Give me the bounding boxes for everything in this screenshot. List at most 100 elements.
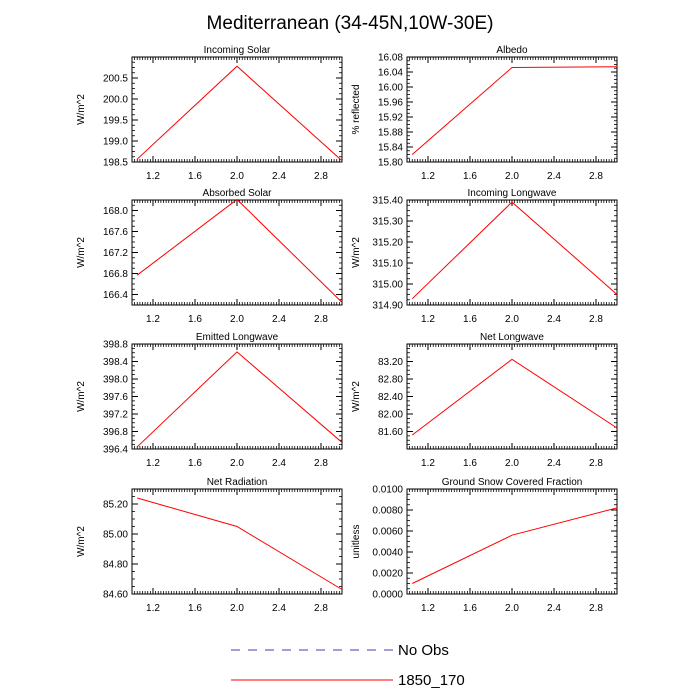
y-tick-label: 82.80 — [378, 375, 403, 386]
series-line-1850-170 — [412, 507, 618, 584]
y-tick-label: 199.5 — [103, 116, 128, 127]
panel-net-radiation: 1.2 1.6 2.0 2.4 2.8 84.60 84.80 85.00 85.20 Net R… — [76, 477, 343, 614]
plot-frame — [131, 56, 343, 163]
x-tick-label: 1.6 — [188, 314, 202, 325]
x-tick-label: 1.2 — [421, 458, 435, 469]
y-axis-label: W/m^2 — [351, 381, 362, 412]
panel-title: Incoming Solar — [204, 45, 271, 56]
panel-title: Net Radiation — [207, 477, 268, 488]
x-tick-label: 2.4 — [272, 171, 286, 182]
x-tick-label: 2.0 — [505, 603, 519, 614]
y-tick-label: 82.00 — [378, 410, 403, 421]
y-tick-label: 167.6 — [103, 227, 128, 238]
y-tick-label: 0.0020 — [372, 569, 403, 580]
y-tick-label: 315.10 — [372, 259, 403, 270]
y-tick-label: 0.0080 — [372, 506, 403, 517]
plot-frame — [131, 488, 343, 595]
plot-frame — [131, 343, 343, 450]
y-tick-label: 397.6 — [103, 392, 128, 403]
panel-net-longwave: 1.2 1.6 2.0 2.4 2.8 81.60 82.00 82.40 82.80 83.20… — [351, 332, 618, 469]
y-tick-label: 85.20 — [103, 500, 128, 511]
y-tick-label: 396.4 — [103, 445, 128, 456]
y-tick-label: 0.0100 — [372, 485, 403, 496]
y-tick-label: 15.80 — [378, 158, 403, 169]
panel-title: Absorbed Solar — [203, 188, 273, 199]
x-tick-label: 2.8 — [314, 171, 328, 182]
y-tick-label: 398.8 — [103, 340, 128, 351]
y-axis-label: W/m^2 — [351, 237, 362, 268]
y-tick-label: 396.8 — [103, 427, 128, 438]
plot-frame — [406, 199, 618, 306]
x-tick-label: 2.4 — [547, 458, 561, 469]
y-tick-label: 198.5 — [103, 158, 128, 169]
x-tick-label: 2.0 — [505, 314, 519, 325]
x-tick-label: 1.6 — [463, 314, 477, 325]
x-tick-label: 2.8 — [314, 603, 328, 614]
x-tick-label: 1.2 — [146, 171, 160, 182]
y-tick-label: 315.40 — [372, 196, 403, 207]
x-tick-label: 2.8 — [589, 171, 603, 182]
y-tick-label: 15.92 — [378, 113, 403, 124]
x-tick-label: 1.6 — [188, 603, 202, 614]
y-axis-label: W/m^2 — [76, 526, 87, 557]
panel-absorbed-solar: 1.2 1.6 2.0 2.4 2.8 166.4 166.8 167.2 167.6 168.0… — [76, 188, 343, 325]
y-tick-label: 84.60 — [103, 590, 128, 601]
x-tick-label: 2.8 — [314, 458, 328, 469]
plot-frame — [406, 56, 618, 163]
x-tick-label: 2.0 — [230, 314, 244, 325]
x-tick-label: 2.0 — [230, 458, 244, 469]
y-tick-label: 0.0040 — [372, 548, 403, 559]
y-tick-label: 0.0060 — [372, 527, 403, 538]
series-line-1850-170 — [136, 198, 343, 303]
panel-ground-snow-covered-fraction: 1.2 1.6 2.0 2.4 2.8 0.0000 0.0020 0.0040 0.0060 0… — [351, 477, 618, 614]
y-axis-label: W/m^2 — [76, 381, 87, 412]
x-tick-label: 1.2 — [146, 603, 160, 614]
y-tick-label: 81.60 — [378, 427, 403, 438]
panel-title: Ground Snow Covered Fraction — [442, 477, 583, 488]
plot-frame — [131, 199, 343, 306]
x-tick-label: 1.6 — [188, 171, 202, 182]
panel-title: Incoming Longwave — [468, 188, 557, 199]
series-line-1850-170 — [411, 358, 618, 436]
x-tick-label: 1.6 — [463, 603, 477, 614]
x-tick-label: 2.4 — [272, 603, 286, 614]
y-tick-label: 398.4 — [103, 357, 128, 368]
y-tick-label: 397.2 — [103, 410, 128, 421]
legend-label-no-obs: No Obs — [398, 642, 449, 659]
y-tick-label: 200.5 — [103, 74, 128, 85]
y-tick-label: 315.00 — [372, 280, 403, 291]
x-tick-label: 2.4 — [272, 458, 286, 469]
y-tick-label: 315.20 — [372, 238, 403, 249]
y-tick-label: 200.0 — [103, 95, 128, 106]
panel-emitted-longwave: 1.2 1.6 2.0 2.4 2.8 396.4 396.8 397.2 397.6 398.0… — [76, 332, 343, 469]
y-axis-label: W/m^2 — [76, 237, 87, 268]
series-line-1850-170 — [136, 351, 343, 448]
y-tick-label: 84.80 — [103, 560, 128, 571]
y-tick-label: 166.4 — [103, 290, 128, 301]
x-tick-label: 1.6 — [188, 458, 202, 469]
x-tick-label: 1.2 — [146, 458, 160, 469]
x-tick-label: 2.0 — [505, 458, 519, 469]
x-tick-label: 2.0 — [230, 171, 244, 182]
series-line-1850-170 — [137, 497, 343, 590]
y-tick-label: 16.08 — [378, 53, 403, 64]
y-tick-label: 16.04 — [378, 68, 403, 79]
legend-label-1850-170: 1850_170 — [398, 672, 465, 689]
panel-albedo: 1.2 1.6 2.0 2.4 2.8 15.80 15.84 15.88 15.92 15.96… — [351, 45, 618, 182]
y-axis-label: W/m^2 — [76, 94, 87, 125]
figure-title: Mediterranean (34-45N,10W-30E) — [207, 13, 494, 34]
x-tick-label: 2.4 — [547, 603, 561, 614]
panel-title: Net Longwave — [480, 332, 544, 343]
x-tick-label: 1.6 — [463, 458, 477, 469]
x-tick-label: 2.4 — [547, 314, 561, 325]
series-line-1850-170 — [136, 65, 343, 162]
y-tick-label: 199.0 — [103, 137, 128, 148]
panel-incoming-longwave: 1.2 1.6 2.0 2.4 2.8 314.90 315.00 315.10 315.20 3… — [351, 188, 618, 325]
y-axis-label: % reflected — [351, 84, 362, 134]
panel-title: Albedo — [496, 45, 528, 56]
y-tick-label: 168.0 — [103, 206, 128, 217]
x-tick-label: 2.4 — [272, 314, 286, 325]
plot-frame — [406, 488, 618, 595]
y-tick-label: 15.88 — [378, 128, 403, 139]
